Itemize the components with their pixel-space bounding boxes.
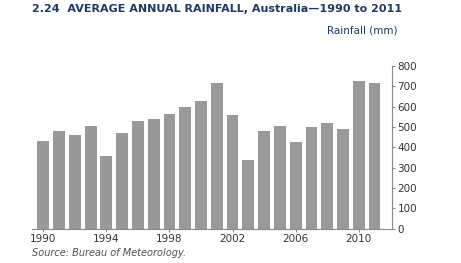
Bar bbox=[116, 133, 128, 229]
Bar bbox=[179, 107, 191, 229]
Bar bbox=[211, 83, 223, 229]
Text: Source: Bureau of Meteorology.: Source: Bureau of Meteorology. bbox=[32, 248, 186, 258]
Bar bbox=[195, 101, 207, 229]
Bar bbox=[37, 141, 49, 229]
Bar bbox=[258, 132, 270, 229]
Bar bbox=[148, 119, 160, 229]
Bar bbox=[164, 114, 175, 229]
Bar bbox=[69, 135, 81, 229]
Bar bbox=[227, 115, 238, 229]
Bar bbox=[85, 126, 96, 229]
Bar bbox=[53, 132, 65, 229]
Text: 2.24  AVERAGE ANNUAL RAINFALL, Australia—1990 to 2011: 2.24 AVERAGE ANNUAL RAINFALL, Australia—… bbox=[32, 4, 402, 14]
Text: Rainfall (mm): Rainfall (mm) bbox=[327, 26, 397, 36]
Bar bbox=[290, 141, 301, 229]
Bar bbox=[353, 81, 365, 229]
Bar bbox=[337, 129, 349, 229]
Bar bbox=[274, 126, 286, 229]
Bar bbox=[321, 123, 333, 229]
Bar bbox=[132, 121, 144, 229]
Bar bbox=[369, 83, 380, 229]
Bar bbox=[306, 127, 317, 229]
Bar bbox=[242, 159, 254, 229]
Bar bbox=[100, 156, 112, 229]
